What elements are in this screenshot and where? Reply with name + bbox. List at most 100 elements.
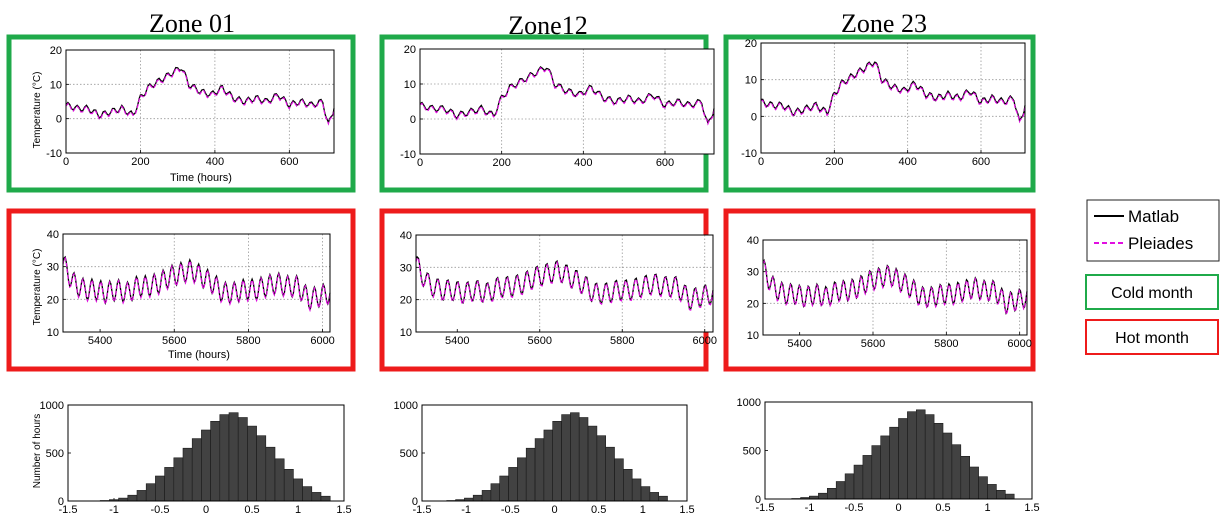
hist-zone-1-x-tick-label: 1.5 [336, 504, 351, 516]
cold-zone-3-x-tick-label: 400 [898, 156, 916, 168]
hot-month-plot-zone-2: 5400 5600 5800 6000 10 20 30 40 [400, 230, 717, 347]
hist-zone-2-bar [490, 483, 500, 502]
hot-zone-2-y-tick-label: 40 [400, 230, 412, 242]
hist-zone-3-x-tick-label: -0.5 [845, 502, 864, 514]
hist-zone-3-bar [826, 487, 837, 500]
cold-zone-3-y-tick-label: 0 [751, 111, 757, 123]
legend: Matlab Pleiades [1086, 199, 1220, 262]
hist-zone-3-bar [853, 464, 864, 500]
cold-zone-2-x-tick-label: 200 [492, 157, 510, 169]
hist-zone-3-bar [978, 476, 988, 500]
hot-zone-3-x-tick-label: 5600 [861, 338, 885, 350]
hist-zone-3-x-tick-label: 1 [984, 502, 990, 514]
histogram-zone-2: -1.5 -1 -0.5 0 0.5 1 1.5 0 500 1000 [394, 400, 695, 516]
temperature-axis-label-cold: Temperature (°C) [32, 72, 43, 149]
hot-zone-1-x-tick-label: 5800 [236, 335, 260, 347]
hot-zone-1-x-tick-label: 5600 [162, 335, 186, 347]
hist-zone-2-y-tick-label: 500 [400, 448, 418, 460]
hist-zone-2-x-tick-label: 0 [551, 504, 557, 516]
cold-zone-2-y-tick-label: 10 [404, 79, 416, 91]
cold-zone-1-y-tick-label: 20 [50, 45, 62, 57]
hot-zone-3-y-tick-label: 30 [747, 267, 759, 279]
hist-zone-1-bar [155, 475, 165, 502]
cold-zone-3-y-tick-label: 10 [745, 75, 757, 87]
hist-zone-2-bar [472, 494, 483, 502]
hist-zone-3-y-tick-label: 500 [743, 446, 761, 458]
hist-zone-1-bar [283, 468, 294, 502]
number-of-hours-axis-label: Number of hours [32, 414, 43, 488]
hot-zone-3-x-tick-label: 5800 [934, 338, 958, 350]
hist-zone-3-bar [951, 444, 962, 500]
hot-zone-1-y-tick-label: 30 [47, 262, 59, 274]
cold-zone-3-x-tick-label: 0 [758, 156, 764, 168]
hist-zone-3-x-tick-label: -1.5 [756, 502, 775, 514]
hot-frame-zone-1 [6, 208, 356, 372]
hist-zone-2-bar [605, 446, 615, 502]
hot-zone-2-y-tick-label: 20 [400, 295, 412, 307]
hist-zone-2-x-tick-label: 1 [640, 504, 646, 516]
hist-zone-3-bar [907, 411, 917, 500]
cold-zone-2-x-tick-label: 600 [656, 157, 674, 169]
hist-zone-1-bar [320, 495, 331, 502]
cold-zone-2-axes-frame [419, 48, 715, 155]
hot-zone-2-pleiades-line [415, 256, 714, 311]
hist-zone-1-x-tick-label: -1.5 [59, 504, 78, 516]
hist-zone-3-bar [987, 484, 997, 500]
hist-zone-1-x-tick-label: -1 [109, 504, 119, 516]
hist-zone-3-bar [933, 422, 944, 500]
hot-zone-1-y-tick-label: 20 [47, 294, 59, 306]
hist-zone-1-bar [210, 420, 221, 502]
histogram-zone-1: -1.5 -1 -0.5 0 0.5 1 1.5 0 500 1000 [40, 400, 352, 516]
hist-zone-2-bar [552, 420, 562, 502]
hist-zone-3-x-tick-label: 1.5 [1024, 502, 1039, 514]
hist-zone-1-bar [164, 467, 175, 502]
hist-zone-2-bar [649, 492, 660, 502]
hist-zone-2-bar [614, 458, 624, 502]
hist-zone-2-bar [534, 438, 545, 502]
hot-zone-1-y-tick-label: 40 [47, 229, 59, 241]
hot-zone-2-y-tick-label: 10 [400, 327, 412, 339]
cold-month-label: Cold month [1111, 285, 1193, 302]
hot-frame-zone-3 [723, 208, 1036, 372]
hot-zone-1-x-tick-label: 5400 [88, 335, 112, 347]
cold-zone-1-y-tick-label: 10 [50, 79, 62, 91]
hot-zone-1-y-tick-label: 10 [47, 327, 59, 339]
cold-zone-3-y-tick-label: -10 [741, 148, 757, 160]
hist-zone-3-bar [924, 414, 935, 500]
hot-zone-3-y-tick-label: 20 [747, 298, 759, 310]
hist-zone-2-bar [596, 435, 607, 502]
cold-zone-1-axes-frame [65, 49, 335, 154]
hot-zone-3-y-tick-label: 40 [747, 235, 759, 247]
cold-month-tag: Cold month [1085, 274, 1219, 310]
cold-zone-1-pleiades-line [65, 68, 335, 126]
hist-zone-3-bar [996, 489, 1006, 500]
hist-zone-2-bar [658, 495, 668, 502]
cold-zone-3-x-tick-label: 200 [825, 156, 843, 168]
cold-frame-zone-1 [6, 34, 356, 193]
hist-zone-3-bar [898, 418, 908, 500]
hist-zone-2-bar [561, 414, 571, 502]
hist-zone-2-bar [517, 457, 527, 502]
time-axis-label-hot: Time (hours) [168, 349, 230, 361]
hist-zone-2-bar [499, 475, 509, 502]
cold-zone-3-pleiades-line [760, 62, 1026, 124]
hist-zone-1-bar [219, 414, 230, 502]
hist-zone-3-x-tick-label: 0.5 [935, 502, 950, 514]
hot-zone-1-axes-frame [62, 233, 331, 333]
hist-zone-1-bar [136, 490, 147, 502]
hist-zone-2-bar [508, 467, 518, 502]
cold-zone-2-y-tick-label: 0 [410, 114, 416, 126]
hist-zone-1-x-tick-label: 0.5 [244, 504, 259, 516]
hist-zone-3-y-tick-label: 0 [755, 494, 761, 506]
hist-zone-3-bar [942, 432, 953, 500]
hist-zone-2-axes-frame [421, 404, 688, 502]
cold-zone-1-x-tick-label: 200 [131, 156, 149, 168]
hot-zone-2-y-tick-label: 30 [400, 262, 412, 274]
hot-month-plot-zone-3: 5400 5600 5800 6000 10 20 30 40 [747, 235, 1032, 350]
cold-zone-2-pleiades-line [419, 67, 715, 126]
hot-month-tag: Hot month [1085, 319, 1219, 355]
hist-zone-3-bar [862, 455, 873, 500]
